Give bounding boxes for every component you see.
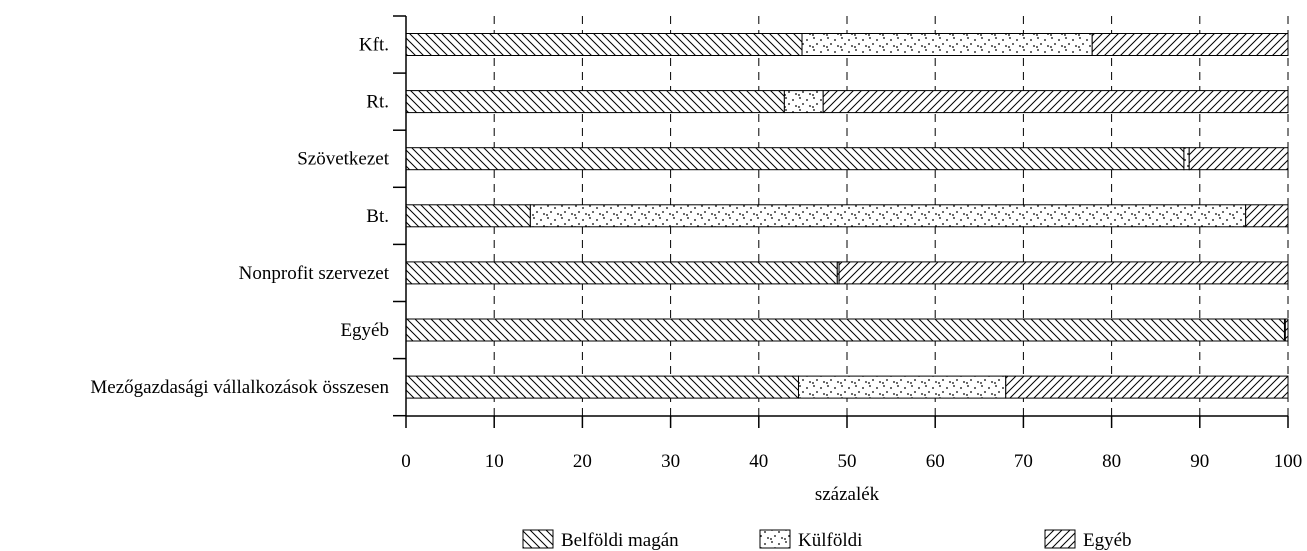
bar-nonprofit-szervezet-egyeb [838, 261, 1289, 285]
x-tick-label: 50 [838, 451, 857, 472]
bar-kft-egyeb [1091, 33, 1289, 56]
x-axis-title: százalék [815, 484, 880, 505]
x-tick-label: 0 [401, 451, 411, 472]
legend-label-kulfoldi: Külföldi [798, 530, 862, 551]
bar-bt-egyeb [1245, 204, 1289, 228]
legend-label-egyeb: Egyéb [1083, 530, 1132, 551]
axes [393, 15, 1289, 428]
bar-rt-kulfoldi [783, 90, 824, 114]
x-tick-label: 70 [1014, 451, 1033, 472]
bars [405, 33, 1289, 399]
x-tick-label: 30 [661, 451, 680, 472]
bar-rt-belfoldi-magan [405, 90, 785, 114]
x-tick-label: 90 [1190, 451, 1209, 472]
bar-nonprofit-szervezet-belfoldi-magan [405, 261, 838, 285]
bar-mezogazdasagi-vallalkozasok-osszesen-kulfoldi [797, 375, 1007, 399]
legend-label-belfoldi-magan: Belföldi magán [561, 530, 679, 551]
x-tick-label: 80 [1102, 451, 1121, 472]
bar-rt-egyeb [822, 90, 1289, 114]
bar-egyeb-egyeb [1284, 318, 1289, 342]
category-label: Mezőgazdasági vállalkozások összesen [90, 377, 389, 398]
x-tick-label: 60 [926, 451, 945, 472]
legend: Belföldi magán Külföldi Egyéb [522, 529, 1132, 551]
legend-swatch-kulfoldi [759, 529, 791, 549]
bar-szovetkezet-kulfoldi [1183, 147, 1190, 171]
category-label: Rt. [366, 92, 389, 113]
bar-bt-kulfoldi [529, 204, 1247, 228]
bar-bt-belfoldi-magan [405, 204, 531, 228]
bar-mezogazdasagi-vallalkozasok-osszesen-egyeb [1005, 375, 1289, 399]
category-label: Egyéb [340, 320, 389, 341]
category-label: Nonprofit szervezet [239, 263, 390, 284]
bar-szovetkezet-belfoldi-magan [405, 147, 1185, 171]
category-label: Kft. [359, 35, 389, 56]
bar-kft-kulfoldi [801, 33, 1093, 56]
bar-mezogazdasagi-vallalkozasok-osszesen-belfoldi-magan [405, 375, 799, 399]
category-label: Bt. [366, 206, 389, 227]
x-tick-labels: 0 10 20 30 40 50 60 70 80 90 100 [401, 451, 1302, 472]
x-tick-label: 10 [485, 451, 504, 472]
bar-kft-belfoldi-magan [405, 33, 803, 56]
category-labels: Kft. Rt. Szövetkezet Bt. Nonprofit szervezet… [90, 35, 389, 399]
legend-swatch-egyeb [1044, 529, 1076, 549]
bar-egyeb-belfoldi-magan [405, 318, 1285, 342]
category-label: Szövetkezet [297, 149, 390, 170]
x-tick-label: 100 [1274, 451, 1303, 472]
bar-szovetkezet-egyeb [1188, 147, 1289, 171]
legend-swatch-belfoldi-magan [522, 529, 554, 549]
x-tick-label: 40 [749, 451, 768, 472]
x-tick-label: 20 [573, 451, 592, 472]
